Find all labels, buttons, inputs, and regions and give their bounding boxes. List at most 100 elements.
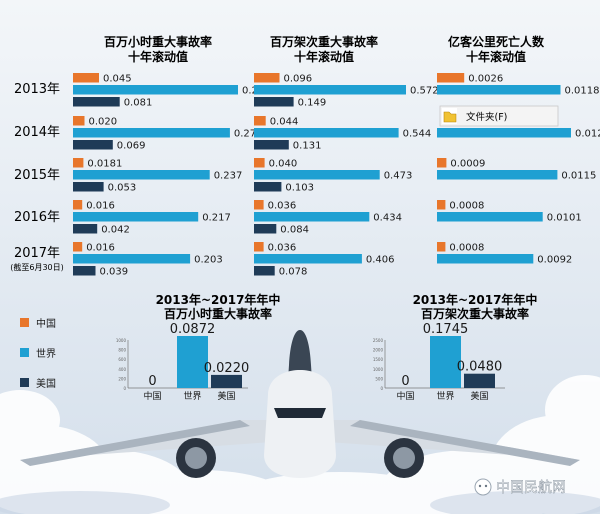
bar-1-美国-4 [73,266,96,276]
year-note-text: 截至6月30日 [13,262,60,272]
wechat-icon [474,478,492,496]
bar-label-2-世界-3: 0.434 [373,213,402,224]
bar-label-2-美国-4: 0.078 [279,267,308,278]
y-tick-label: 800 [118,348,126,353]
bar-label-1-美国-2: 0.053 [108,183,137,194]
y-tick-label: 2000 [373,348,384,353]
bar-2-世界-2 [254,170,380,180]
bar-label-1-世界-1: 0.272 [234,129,263,140]
bar-1-世界-3 [73,212,199,222]
bar-label-3-世界-3: 0.0101 [547,213,582,224]
panel-2-title: 百万架次重大事故率 [270,34,378,49]
year-note: (截至6月30日) [10,262,64,272]
summary-value-美国: 0.0220 [204,361,250,376]
bar-label-2-中国-3: 0.036 [268,201,297,212]
bar-2-中国-4 [254,242,264,252]
year-label-2015: 2015年 [14,168,60,183]
legend-label-1: 世界 [36,348,56,360]
panel-3-subtitle: 十年滚动值 [466,49,526,64]
summary-subtitle: 百万架次重大事故率 [421,306,529,321]
bar-label-2-美国-0: 0.149 [298,98,327,109]
bar-label-2-中国-4: 0.036 [268,243,297,254]
bar-3-世界-2 [437,170,558,180]
bar-label-1-世界-4: 0.203 [194,255,223,266]
bar-3-世界-4 [437,254,534,264]
bar-label-2-美国-1: 0.131 [293,141,322,152]
summary-bar-世界 [177,336,208,388]
bar-2-世界-4 [254,254,362,264]
bar-2-中国-0 [254,73,280,83]
bar-3-中国-2 [437,158,447,168]
bar-label-1-中国-3: 0.016 [86,201,115,212]
bar-1-中国-4 [73,242,83,252]
summary-bar-美国 [211,374,242,388]
bar-1-美国-0 [73,97,120,107]
bar-1-世界-2 [73,170,210,180]
panel-1-subtitle: 十年滚动值 [128,49,188,64]
context-menu-item-label: 文件夹(F) [466,111,507,123]
bar-label-1-中国-4: 0.016 [86,243,115,254]
bar-2-美国-2 [254,182,282,192]
bar-3-世界-3 [437,212,543,222]
bar-2-美国-3 [254,224,277,234]
bar-label-1-中国-1: 0.020 [89,117,118,128]
bar-label-3-中国-4: 0.0008 [449,243,484,254]
bar-label-2-世界-0: 0.572 [410,86,439,97]
bar-label-2-美国-3: 0.084 [280,225,309,236]
y-tick-label: 1500 [373,357,384,362]
year-label-2014: 2014年 [14,125,60,140]
bar-1-中国-0 [73,73,99,83]
y-tick-label: 2500 [373,338,384,343]
bar-label-3-世界-4: 0.0092 [537,255,572,266]
horizontal-bar-panels: 0.0450.0200.01810.0160.0160.2860.2720.23… [73,73,600,278]
bar-label-1-中国-2: 0.0181 [87,159,122,170]
summary-value-世界: 0.0872 [170,322,216,337]
bar-label-3-世界-1: 0.0128 [575,129,600,140]
bar-panel-1: 0.0450.0200.01810.0160.0160.2860.2720.23… [73,73,271,278]
bar-panel-2: 0.096 0.044 0.040 0.036 0.036 0.572 0.544 0.473… [254,73,439,278]
summary-category-中国: 中国 [396,390,414,402]
summary-bar-美国 [464,373,495,388]
panel-headers: 百万小时重大事故率 十年滚动值 百万架次重大事故率 十年滚动值 亿客公里死亡人数… [104,34,545,64]
bar-label-3-中国-3: 0.0008 [449,201,484,212]
watermark: 中国民航网 [474,478,566,496]
y-tick-label: 1000 [373,367,384,372]
bar-3-中国-4 [437,242,446,252]
legend-swatch-1 [20,348,29,357]
panel-3-title: 亿客公里死亡人数 [448,34,545,49]
bar-label-3-中国-2: 0.0009 [450,159,485,170]
bar-2-世界-0 [254,85,406,95]
summary-value-世界: 0.1745 [423,322,469,337]
context-menu-item[interactable]: 文件夹(F) [442,108,507,124]
legend-label-0: 中国 [36,317,56,330]
bar-label-1-美国-1: 0.069 [117,141,146,152]
year-label-2016: 2016年 [14,210,60,225]
bar-1-世界-0 [73,85,238,95]
summary-title: 2013年~2017年年中 [156,292,281,307]
bar-1-美国-2 [73,182,104,192]
y-tick-label: 1000 [116,338,127,343]
bar-label-3-世界-0: 0.0118 [565,86,600,97]
bar-label-1-美国-3: 0.042 [101,225,130,236]
bar-label-2-中国-1: 0.044 [270,117,299,128]
bar-2-中国-3 [254,200,264,210]
y-tick-label: 0 [380,386,383,391]
bar-3-中国-3 [437,200,446,210]
context-menu-background [439,105,559,127]
summary-category-世界: 世界 [183,390,201,402]
bar-1-中国-3 [73,200,83,210]
bar-2-美国-1 [254,140,289,150]
year-labels: 2013年 2014年 2015年 2016年 2017年 (截至6月30日) [10,82,64,272]
bar-label-2-世界-2: 0.473 [384,171,413,182]
summary-category-美国: 美国 [470,390,488,402]
clouds-shadow [0,491,600,514]
bar-3-世界-1 [437,128,571,138]
bar-1-中国-1 [73,116,85,126]
bar-3-世界-0 [437,85,561,95]
context-menu[interactable]: 文件夹(F) [439,105,559,127]
summary-value-美国: 0.0480 [457,360,503,375]
summary-category-中国: 中国 [143,390,161,402]
bar-3-中国-0 [437,73,465,83]
